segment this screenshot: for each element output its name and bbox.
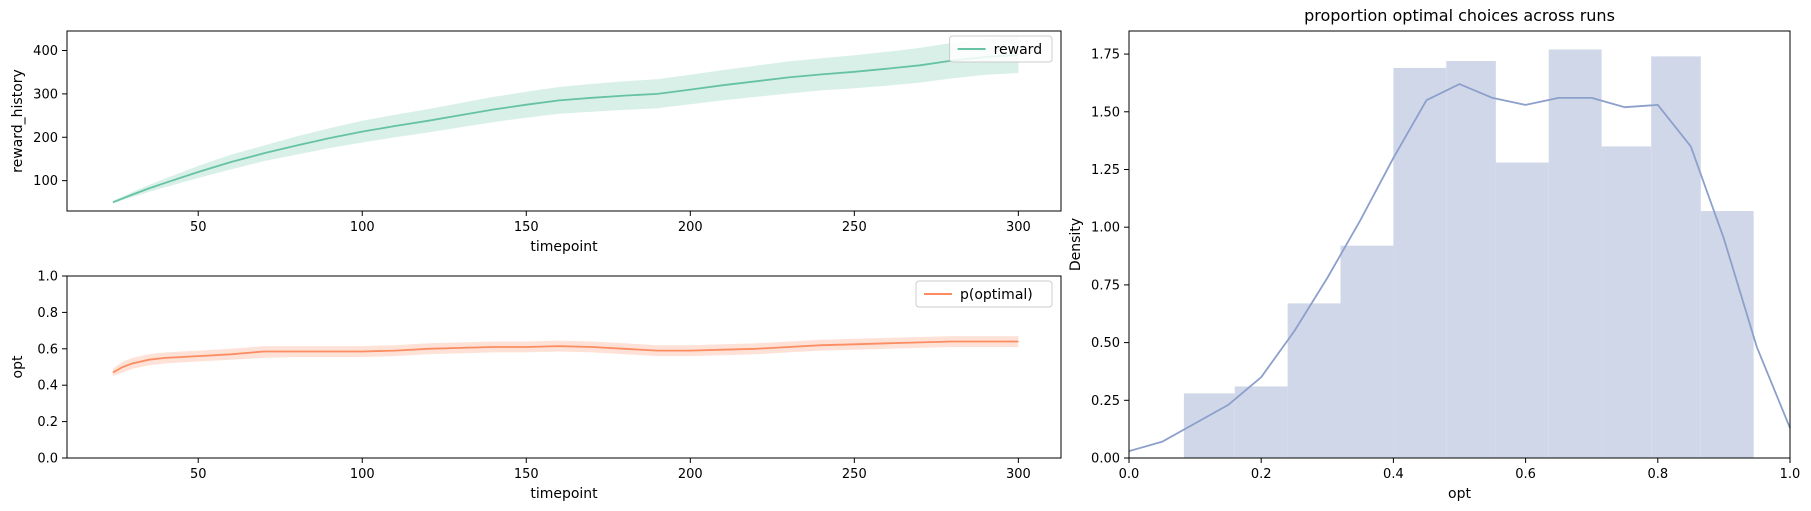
confidence-band xyxy=(112,36,1019,204)
x-tick-label: 250 xyxy=(842,220,867,235)
series-line xyxy=(112,54,1019,204)
y-tick-label: 0.8 xyxy=(37,306,58,321)
y-axis-label: reward_history xyxy=(10,69,26,173)
histogram-bar xyxy=(1287,303,1341,458)
histogram-bar xyxy=(1651,56,1701,458)
x-tick-label: 150 xyxy=(514,220,539,235)
x-tick-label: 0.2 xyxy=(1251,467,1272,482)
y-tick-label: 0.4 xyxy=(37,379,58,394)
legend-label: p(optimal) xyxy=(960,287,1033,303)
histogram-bar xyxy=(1548,49,1602,458)
x-tick-label: 300 xyxy=(1006,467,1031,482)
y-tick-label: 0.0 xyxy=(37,452,58,467)
x-tick-label: 50 xyxy=(190,220,207,235)
x-tick-label: 0.6 xyxy=(1515,467,1536,482)
y-tick-label: 1.0 xyxy=(37,270,58,285)
y-tick-label: 1.00 xyxy=(1091,221,1120,236)
y-tick-label: 1.25 xyxy=(1091,163,1120,178)
y-tick-label: 1.50 xyxy=(1091,105,1120,120)
x-tick-label: 1.0 xyxy=(1780,467,1801,482)
y-tick-label: 400 xyxy=(33,44,58,59)
confidence-band xyxy=(112,336,1019,377)
y-tick-label: 0.50 xyxy=(1091,336,1120,351)
legend-box xyxy=(915,280,1053,308)
y-tick-label: 0.2 xyxy=(37,415,58,430)
legend-box xyxy=(949,35,1053,63)
x-tick-label: 100 xyxy=(350,220,375,235)
x-tick-label: 300 xyxy=(1006,220,1031,235)
x-tick-label: 0.4 xyxy=(1383,467,1404,482)
x-axis-label: opt xyxy=(1448,486,1471,502)
histogram-chart: 0.0 0.2 0.4 0.6 0.8 1.0 0.00 0.25 0.50 0.75 1.00 1.… xyxy=(1068,6,1800,502)
axes-frame xyxy=(66,275,1062,459)
y-tick-label: 0.00 xyxy=(1091,452,1120,467)
legend-label: reward xyxy=(994,42,1043,58)
histogram-bar xyxy=(1340,245,1394,458)
histogram-bar xyxy=(1495,162,1549,458)
y-tick-label: 0.75 xyxy=(1091,278,1120,293)
series-line xyxy=(112,340,1019,374)
y-tick-label: 1.75 xyxy=(1091,48,1120,63)
y-tick-label: 0.6 xyxy=(37,342,58,357)
y-tick-label: 0.25 xyxy=(1091,394,1120,409)
x-axis-label: timepoint xyxy=(530,486,598,502)
x-tick-label: 0.0 xyxy=(1119,467,1140,482)
y-axis-label: opt xyxy=(10,355,26,378)
histogram-bar xyxy=(1601,146,1652,459)
x-axis-label: timepoint xyxy=(530,239,598,255)
chart-title: proportion optimal choices across runs xyxy=(1304,6,1615,25)
histogram-bar xyxy=(1234,386,1288,458)
x-tick-label: 100 xyxy=(350,467,375,482)
legend: reward xyxy=(949,35,1053,63)
y-axis-label: Density xyxy=(1068,218,1084,271)
y-tick-label: 200 xyxy=(33,131,58,146)
y-tick-label: 300 xyxy=(33,87,58,102)
x-tick-label: 0.8 xyxy=(1647,467,1668,482)
y-tick-label: 100 xyxy=(33,174,58,189)
kde-line xyxy=(1128,83,1791,452)
x-tick-label: 250 xyxy=(842,467,867,482)
histogram-bar xyxy=(1446,61,1496,459)
line-chart-2: 50 100 150 200 250 300 0.0 0.2 0.4 0.6 0.8 1.0 timep… xyxy=(10,270,1062,502)
legend: p(optimal) xyxy=(915,280,1053,308)
axes-frame xyxy=(1128,30,1791,459)
axes-frame xyxy=(66,30,1062,212)
histogram-bar xyxy=(1393,67,1447,458)
x-tick-label: 200 xyxy=(678,467,703,482)
x-tick-label: 150 xyxy=(514,467,539,482)
x-tick-label: 200 xyxy=(678,220,703,235)
x-tick-label: 50 xyxy=(190,467,207,482)
line-chart-1: 50 100 150 200 250 300 100 200 300 400 timepoint re… xyxy=(10,30,1062,255)
